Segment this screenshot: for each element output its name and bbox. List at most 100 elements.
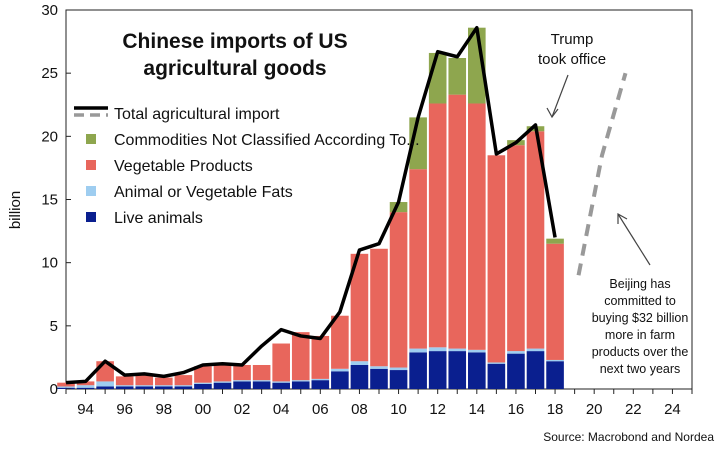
x-tick-label-20: 20 — [586, 401, 603, 418]
bar-1995-series-1 — [96, 381, 114, 387]
bar-2010-series-2 — [389, 212, 408, 368]
bar-2003-series-1 — [252, 380, 271, 382]
bar-1996-series-0 — [115, 386, 134, 389]
bar-2009-series-1 — [370, 366, 388, 369]
legend-swatch-series-0 — [86, 212, 96, 222]
bar-2018-series-2 — [546, 243, 564, 360]
bar-2007-series-1 — [331, 368, 349, 372]
lines — [65, 25, 628, 385]
bar-2012-series-1 — [428, 347, 447, 352]
legend: Total agricultural import Commodities Not… — [74, 106, 420, 227]
bar-1993-series-2 — [57, 382, 75, 387]
x-tick-label-04: 04 — [273, 401, 290, 418]
x-tick-label-22: 22 — [625, 401, 642, 418]
bar-2018-series-0 — [546, 361, 564, 389]
legend-total-label: Total agricultural import — [114, 106, 280, 123]
bar-2014-series-1 — [468, 349, 486, 353]
x-tick-label-18: 18 — [547, 401, 564, 418]
bar-1998-series-0 — [155, 386, 173, 389]
x-tick-label-12: 12 — [429, 401, 446, 418]
y-tick-label-30: 30 — [41, 2, 58, 19]
bar-2003-series-0 — [252, 381, 271, 389]
annotation-trump-line-1: Trump — [551, 31, 594, 48]
bar-1999-series-1 — [174, 385, 193, 387]
bar-2000-series-1 — [194, 382, 212, 384]
legend-label-series-2: Vegetable Products — [114, 158, 253, 175]
bar-2003-series-2 — [252, 364, 271, 381]
bar-2001-series-2 — [213, 364, 232, 382]
annotation-beijing-line-6: next two years — [600, 362, 681, 376]
y-tick-label-0: 0 — [50, 381, 58, 398]
legend-swatch-series-2 — [86, 160, 96, 170]
bar-2002-series-1 — [233, 380, 251, 382]
bar-2004-series-1 — [272, 381, 290, 383]
bars — [57, 27, 564, 389]
bar-1999-series-2 — [174, 375, 193, 386]
bar-1996-series-2 — [115, 376, 134, 386]
y-tick-label-20: 20 — [41, 128, 58, 145]
x-tick-label-94: 94 — [77, 401, 94, 418]
bar-2013-series-3 — [448, 58, 467, 95]
bar-1993-series-0 — [57, 387, 75, 389]
bar-2009-series-0 — [370, 368, 388, 389]
annotation-beijing-line-2: committed to — [604, 294, 676, 308]
bar-1998-series-1 — [155, 385, 173, 387]
bar-2005-series-0 — [291, 381, 310, 389]
bar-2004-series-2 — [272, 343, 290, 382]
annotation-beijing-line-5: products over the — [592, 345, 689, 359]
legend-label-series-1: Animal or Vegetable Fats — [114, 184, 293, 201]
y-axis-label: billion — [7, 191, 24, 229]
bar-2005-series-2 — [291, 332, 310, 381]
bar-2011-series-1 — [409, 348, 427, 353]
bar-2000-series-2 — [194, 366, 212, 383]
x-tick-label-16: 16 — [508, 401, 525, 418]
bar-2001-series-1 — [213, 381, 232, 383]
bar-2016-series-2 — [507, 145, 525, 352]
bar-2015-series-2 — [487, 155, 506, 363]
annotation-beijing-line-4: more in farm — [605, 328, 675, 342]
total-import-line — [65, 25, 557, 385]
bar-2004-series-0 — [272, 382, 290, 389]
x-tick-label-02: 02 — [234, 401, 251, 418]
legend-label-series-3: Commodities Not Classified According To.… — [114, 132, 420, 149]
bar-2010-series-1 — [389, 367, 408, 371]
bar-2014-series-0 — [468, 352, 486, 389]
legend-swatch-series-1 — [86, 186, 96, 196]
bar-1994-series-2 — [76, 381, 95, 386]
chart-title: Chinese imports of US agricultural goods — [122, 30, 347, 80]
bar-2017-series-0 — [526, 351, 545, 389]
bar-2013-series-0 — [448, 351, 467, 389]
chart-title-line-2: agricultural goods — [143, 57, 326, 80]
annotation-trump-arrowhead — [546, 107, 559, 119]
bar-2001-series-0 — [213, 382, 232, 389]
chart-title-line-1: Chinese imports of US — [122, 30, 347, 53]
bar-2008-series-0 — [350, 364, 369, 389]
bar-2007-series-2 — [331, 315, 349, 369]
x-tick-label-14: 14 — [468, 401, 485, 418]
bar-1994-series-1 — [76, 385, 95, 388]
axes: 0 5 10 15 20 25 30 94 96 98 00 02 04 06 08 10 12 14 16 18 20… — [41, 2, 693, 418]
y-tick-label-5: 5 — [50, 318, 58, 335]
bar-1999-series-0 — [174, 386, 193, 389]
bar-2010-series-0 — [389, 370, 408, 389]
legend-swatch-series-3 — [86, 134, 96, 144]
x-tick-label-00: 00 — [195, 401, 212, 418]
annotation-beijing-arrow — [617, 213, 651, 266]
bar-2017-series-1 — [526, 348, 545, 352]
bar-2010-series-3 — [389, 202, 408, 213]
annotation-beijing-arrowhead — [617, 212, 628, 224]
bar-2015-series-1 — [487, 362, 506, 364]
bar-1994-series-0 — [76, 387, 95, 389]
bar-1995-series-0 — [96, 386, 114, 389]
bar-1997-series-1 — [135, 385, 154, 387]
bar-1997-series-2 — [135, 375, 154, 386]
bar-2014-series-2 — [468, 103, 486, 350]
annotation-trump-arrow — [551, 74, 569, 118]
source-note: Source: Macrobond and Nordea — [543, 430, 714, 444]
bar-2011-series-0 — [409, 352, 427, 389]
bar-2013-series-2 — [448, 94, 467, 349]
annotation-beijing-line-1: Beijing has — [609, 277, 670, 291]
projection-dashed-line — [576, 72, 628, 276]
bar-2006-series-0 — [311, 380, 330, 389]
